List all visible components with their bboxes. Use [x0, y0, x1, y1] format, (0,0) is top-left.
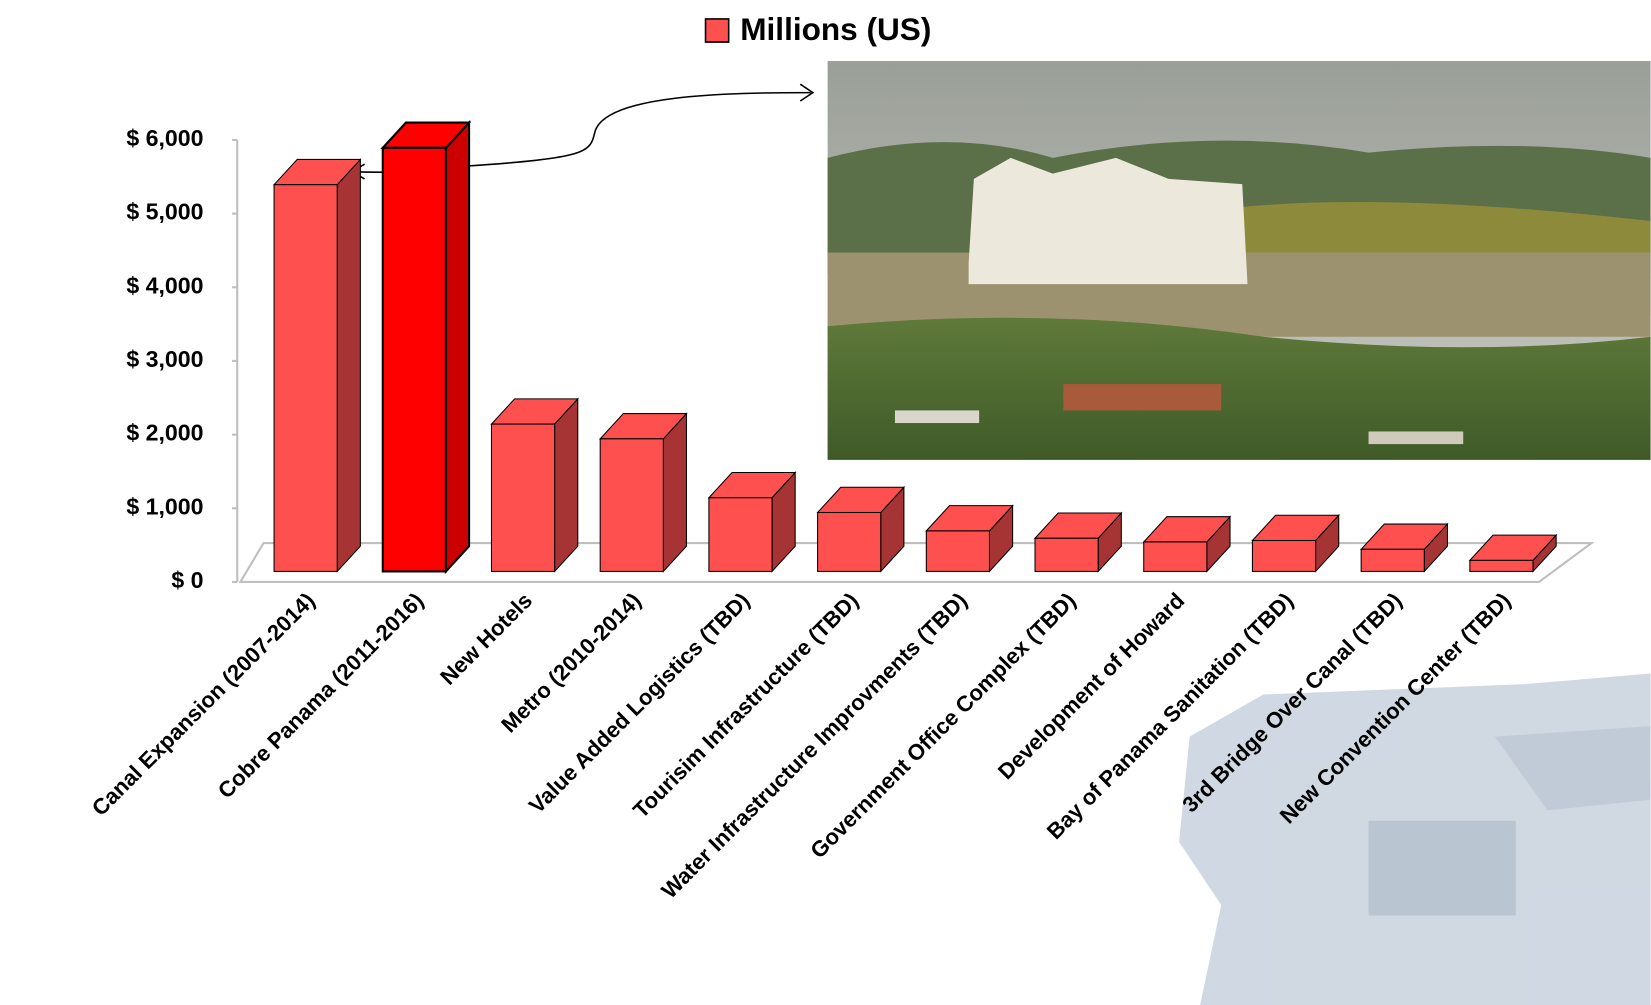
- y-tick-label: $ 1,000: [126, 493, 203, 519]
- bar: [816, 485, 906, 573]
- legend-swatch: [704, 18, 730, 43]
- arrow: [463, 91, 811, 168]
- bar-side: [554, 397, 579, 573]
- bar: [1468, 533, 1558, 573]
- bar: [490, 397, 579, 573]
- bar: [925, 504, 1014, 573]
- bar-front: [708, 497, 773, 572]
- bar-front: [1143, 541, 1208, 572]
- x-tick-label: Tourisim Infrastructure (TBD): [628, 588, 863, 823]
- bar-front: [925, 530, 990, 572]
- bar: [380, 119, 472, 575]
- bar-front: [599, 438, 664, 572]
- y-tick-label: $ 3,000: [126, 346, 203, 372]
- bar: [1251, 513, 1340, 573]
- legend-label: Millions (US): [740, 11, 931, 47]
- bar-front: [1360, 548, 1425, 572]
- y-tick-label: $ 0: [171, 567, 203, 593]
- x-tick-label: Value Added Logistics (TBD): [524, 588, 754, 818]
- bar-front: [1251, 539, 1317, 572]
- bar-front: [817, 511, 882, 572]
- bar-side: [662, 412, 688, 573]
- bar-side: [444, 119, 471, 575]
- bar-front: [1469, 559, 1534, 572]
- y-tick-label: $ 6,000: [126, 125, 203, 151]
- y-tick-label: $ 5,000: [126, 199, 203, 225]
- bar-side: [336, 158, 361, 573]
- bar-front: [1034, 537, 1099, 572]
- y-tick-label: $ 2,000: [126, 420, 203, 446]
- bar: [598, 412, 688, 573]
- bar: [1359, 522, 1449, 573]
- bar: [1142, 515, 1232, 573]
- x-tick-label: New Hotels: [435, 588, 537, 690]
- bar-front: [490, 423, 556, 572]
- x-tick-label: Development of Howard: [993, 588, 1189, 784]
- bar-front: [381, 146, 447, 573]
- y-tick-label: $ 4,000: [126, 272, 203, 298]
- photo: [827, 61, 1651, 460]
- bar: [272, 158, 362, 573]
- x-tick-label: Cobre Panama (2011-2016): [213, 588, 429, 804]
- arrow-head: [799, 83, 815, 102]
- x-tick-label: Canal Expansion (2007-2014): [87, 588, 320, 821]
- bar: [707, 471, 797, 573]
- bar-front: [273, 184, 338, 572]
- bar: [1033, 511, 1123, 573]
- background-silhouette: [1179, 673, 1651, 1005]
